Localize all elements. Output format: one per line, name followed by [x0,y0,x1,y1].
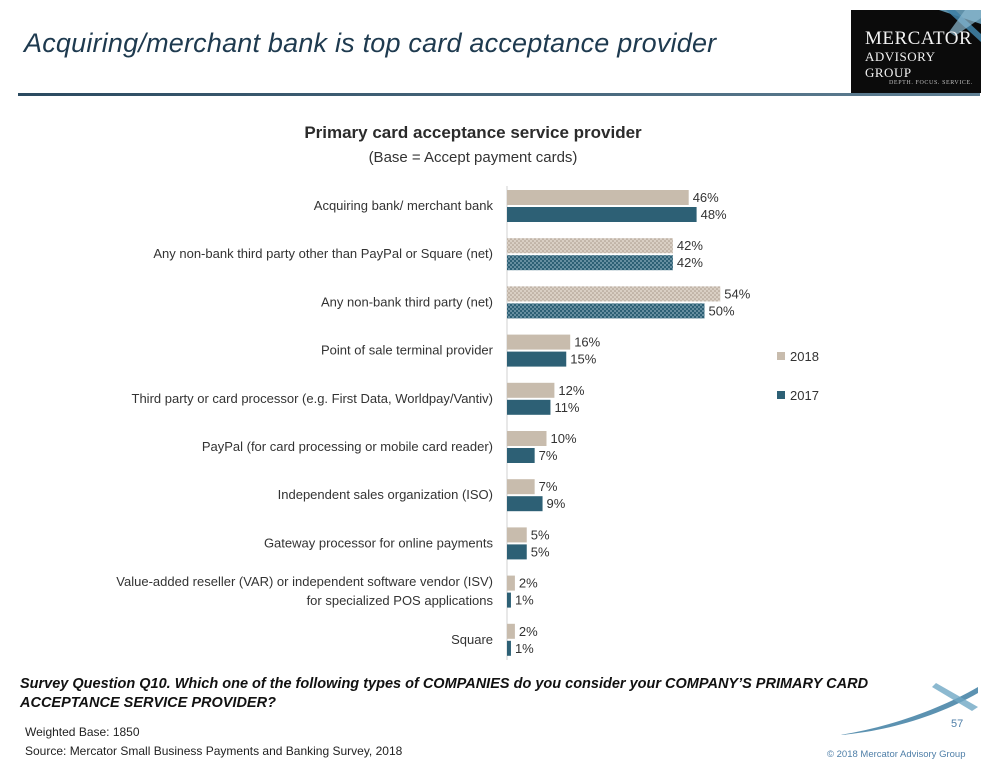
legend-label-2018: 2018 [790,349,819,364]
data-label-2017: 50% [709,303,735,318]
category-label: Gateway processor for online payments [264,535,494,550]
logo-swoosh-icon [939,10,981,42]
slide-title: Acquiring/merchant bank is top card acce… [24,28,717,58]
bar-2018 [507,382,555,398]
category-label: PayPal (for card processing or mobile ca… [202,439,493,454]
bar-2018 [507,431,547,446]
data-label-2018: 12% [558,383,584,398]
bar-2018 [507,479,535,495]
bar-2018 [507,575,515,591]
legend-swatch-2018 [777,352,785,360]
bar-2017 [507,351,567,367]
category-label: Square [451,632,493,647]
copyright-text: © 2018 Mercator Advisory Group [827,749,966,760]
bar-2017 [507,496,543,512]
mercator-logo: MERCATOR ADVISORY GROUP DEPTH. FOCUS. SE… [851,10,981,93]
chart-subtitle: (Base = Accept payment cards) [368,149,578,166]
bar-2017 [507,544,527,560]
data-label-2017: 15% [570,352,596,367]
bar-2018 [507,286,721,302]
footer-swoosh-icon [840,683,978,735]
data-label-2017: 5% [531,544,550,559]
logo-line-1: MERCATOR [865,28,973,49]
bar-2017 [507,448,535,463]
legend-swatch-2017 [777,391,785,399]
category-label: Value-added reseller (VAR) or independen… [116,574,493,608]
bar-2017 [507,303,705,319]
data-label-2017: 42% [677,255,703,270]
category-label: Any non-bank third party (net) [321,294,493,309]
data-label-2018: 7% [539,479,558,494]
bar-2018 [507,238,673,254]
bar-2017 [507,255,673,271]
weighted-base-note: Weighted Base: 1850 [25,725,140,739]
data-label-2018: 46% [693,190,719,205]
data-label-2017: 9% [547,496,566,511]
bar-2018 [507,623,515,639]
category-label: Third party or card processor (e.g. Firs… [132,391,493,406]
category-label: Any non-bank third party other than PayP… [153,246,493,261]
bar-2018 [507,527,527,543]
category-label: Acquiring bank/ merchant bank [314,198,494,213]
logo-line-2: ADVISORY GROUP [865,49,935,80]
source-note: Source: Mercator Small Business Payments… [25,744,403,758]
category-label: Point of sale terminal provider [321,343,494,358]
data-label-2018: 2% [519,624,538,639]
bar-2017 [507,207,697,222]
data-label-2018: 5% [531,527,550,542]
data-label-2018: 54% [724,286,750,301]
data-label-2018: 10% [551,431,577,446]
bar-2018 [507,334,571,350]
survey-question: Survey Question Q10. Which one of the fo… [20,676,869,711]
data-label-2018: 2% [519,576,538,591]
bar-2017 [507,640,511,656]
bar-2017 [507,592,511,608]
data-label-2017: 1% [515,593,534,608]
logo-tagline: DEPTH. FOCUS. SERVICE. [889,80,973,86]
title-divider [18,93,980,96]
chart-title: Primary card acceptance service provider [304,123,642,142]
bar-2018 [507,190,689,205]
data-label-2017: 7% [539,448,558,463]
category-label: Independent sales organization (ISO) [278,487,493,502]
bar-2017 [507,399,551,415]
data-label-2017: 1% [515,641,534,656]
data-label-2018: 16% [574,335,600,350]
data-label-2017: 11% [554,400,579,415]
page-number: 57 [951,718,964,730]
data-label-2018: 42% [677,238,703,253]
legend-label-2017: 2017 [790,388,819,403]
data-label-2017: 48% [701,207,727,222]
